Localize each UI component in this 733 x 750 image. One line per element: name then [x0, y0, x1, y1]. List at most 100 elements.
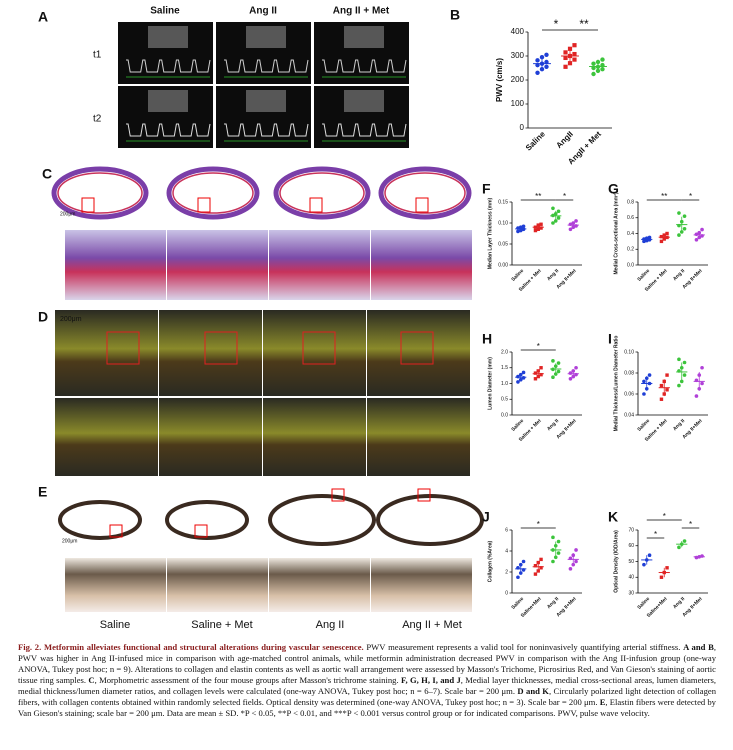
data-point [563, 55, 568, 61]
data-point [682, 373, 687, 377]
data-point [574, 559, 578, 564]
zoom-box [331, 488, 345, 502]
zoom-box [81, 197, 95, 213]
y-tick-label: 0 [520, 123, 525, 132]
data-point [574, 548, 578, 552]
zoom-box [194, 524, 208, 538]
data-point [694, 238, 699, 242]
data-point [647, 373, 652, 377]
ultrasound-vessel [246, 26, 286, 48]
y-axis-label: Lumen Diameter (mm) [487, 357, 493, 410]
caption-text: , Circularly polarized light detection o… [18, 686, 716, 707]
significance-label: * [537, 342, 540, 351]
panel-label: K [608, 509, 618, 525]
data-point [659, 575, 664, 579]
data-point [600, 57, 605, 62]
y-tick-label: 0.10 [498, 220, 508, 226]
ultrasound-vessel [148, 90, 188, 112]
column-label: Ang II + Met [402, 619, 462, 631]
data-point [551, 375, 555, 380]
y-axis-label: Optical Density (IOD/Area) [613, 530, 619, 593]
data-point [700, 365, 704, 370]
data-point [679, 379, 684, 384]
data-point [535, 70, 540, 76]
data-point [539, 67, 545, 72]
panel-label: H [482, 331, 492, 347]
y-tick-label: 0.15 [498, 199, 508, 205]
caption-text: , Elastin fibers were detected by Van Gi… [18, 697, 716, 718]
aorta-ring [58, 500, 142, 540]
data-point [682, 539, 687, 543]
x-tick-label: Ang II [672, 418, 686, 432]
y-axis-label: Collagen (%Area) [487, 540, 493, 582]
y-tick-label: 50 [628, 559, 634, 565]
aorta-ring-inner [172, 172, 254, 214]
y-tick-label: 0.0 [627, 262, 634, 268]
data-point [647, 235, 652, 240]
data-point [521, 224, 526, 229]
data-point [591, 61, 596, 66]
aorta-ring [378, 166, 472, 220]
data-point [677, 357, 681, 362]
x-tick-label: AngII [554, 130, 575, 151]
polarized-image [55, 398, 158, 476]
x-tick-label: Saline [636, 596, 651, 611]
data-point [572, 43, 577, 48]
data-point [659, 397, 664, 401]
zoom-box [204, 331, 238, 365]
significance-label: * [554, 17, 559, 31]
x-tick-label: Saline [510, 596, 525, 611]
histology-zoom [167, 230, 268, 300]
data-point [659, 239, 664, 244]
zoom-box [400, 331, 434, 365]
polarized-image [367, 310, 470, 396]
data-point [516, 229, 520, 234]
significance-label: * [663, 512, 666, 521]
significance-label: * [537, 520, 540, 529]
data-point [700, 381, 704, 386]
y-tick-label: 0.00 [498, 262, 508, 268]
x-tick-label: Ang II [546, 418, 560, 432]
aorta-ring [376, 494, 484, 546]
histology-zoom [167, 558, 268, 612]
y-tick-label: 0.6 [627, 215, 634, 221]
data-point [694, 394, 699, 398]
data-point [574, 365, 578, 370]
data-point [677, 233, 681, 237]
x-tick-label: Ang II [672, 268, 686, 282]
data-point [665, 231, 669, 236]
y-tick-label: 300 [511, 51, 525, 60]
y-tick-label: 0 [505, 590, 508, 596]
data-point [539, 222, 543, 226]
data-point [533, 377, 538, 381]
caption-bold: A and B [683, 642, 714, 652]
scale-bar: 200μm [60, 211, 75, 217]
data-point [567, 61, 573, 66]
aorta-ring [166, 166, 260, 220]
y-tick-label: 70 [628, 527, 634, 533]
ultrasound-vessel [344, 90, 384, 112]
y-tick-label: 0.4 [627, 231, 634, 237]
histology-zoom [371, 230, 472, 300]
y-axis-label: Medial Cross-sectional Area (mm²) [613, 192, 619, 274]
x-tick-label: Saline [636, 268, 651, 283]
polarized-image [263, 398, 366, 476]
x-tick-label: Saline [524, 129, 547, 152]
data-point [700, 227, 704, 232]
data-point [539, 566, 543, 570]
data-point [682, 360, 687, 365]
data-point [539, 55, 545, 60]
aorta-ring [51, 166, 149, 220]
caption-text: PWV measurement represents a valid tool … [363, 642, 684, 652]
data-point [539, 557, 543, 562]
y-tick-label: 1.0 [501, 381, 508, 387]
y-axis-label: Medial Thickness/Lumen Diameter Ratio [613, 336, 619, 432]
y-axis-label: Median Layer Thickness (mm) [487, 197, 493, 269]
ultrasound-vessel [148, 26, 188, 48]
data-point [572, 57, 577, 62]
y-tick-label: 0.08 [624, 370, 634, 376]
histology-zoom [371, 558, 472, 612]
caption-bold: Fig. 2. Metformin alleviates functional … [18, 642, 364, 652]
data-point [539, 366, 543, 370]
panel-label: A [38, 9, 48, 25]
